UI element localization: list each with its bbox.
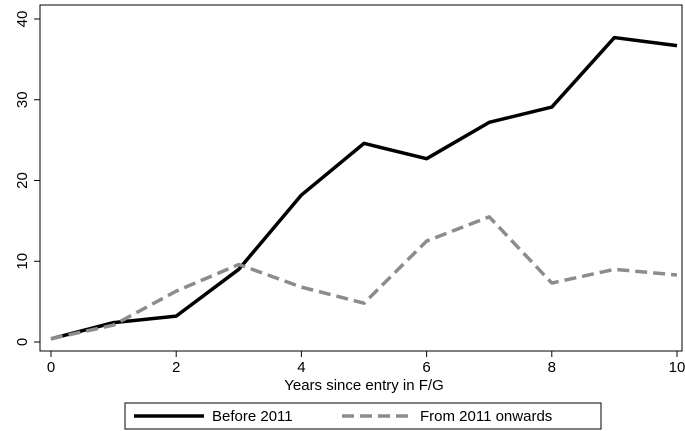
y-tick-label-20: 20 (14, 172, 31, 189)
x-tick-label-0: 0 (47, 359, 55, 376)
y-tick-label-0: 0 (14, 338, 31, 346)
x-tick-label-6: 6 (422, 359, 430, 376)
x-tick-label-4: 4 (297, 359, 305, 376)
x-tick-label-2: 2 (172, 359, 180, 376)
series-layer (50, 35, 678, 341)
x-tick-label-10: 10 (669, 359, 685, 376)
x-axis-title: Years since entry in F/G (284, 377, 444, 394)
series-line-from-2011-onwards (50, 215, 678, 341)
y-tick-label-10: 10 (14, 253, 31, 270)
y-tick-label-30: 30 (14, 91, 31, 108)
series-line-before-2011 (50, 35, 678, 341)
x-tick-label-8: 8 (548, 359, 556, 376)
legend-label-from-2011-onwards: From 2011 onwards (420, 408, 552, 425)
y-tick-label-40: 40 (14, 11, 31, 28)
legend: Before 2011 From 2011 onwards (124, 402, 602, 430)
x-axis: 0 2 4 6 8 10 (47, 351, 685, 376)
legend-label-before-2011: Before 2011 (212, 408, 293, 425)
y-axis: 0 10 20 30 40 (14, 11, 40, 346)
plot-frame (39, 4, 683, 352)
